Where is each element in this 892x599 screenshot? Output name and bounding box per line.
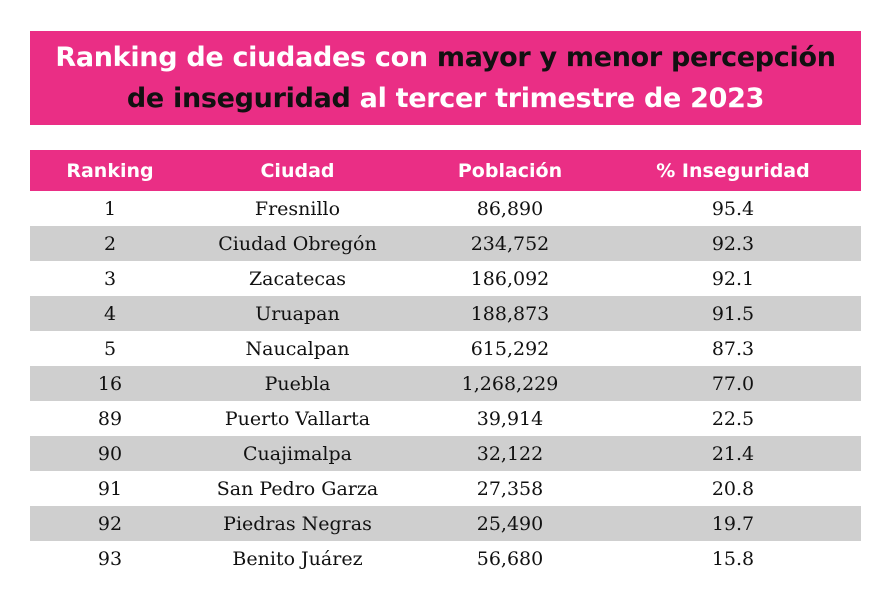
cell-ranking: 2 xyxy=(103,232,117,255)
table-body: 1 Fresnillo 86,890 95.4 2 Ciudad Obregón 234,7… xyxy=(30,191,861,576)
cell-poblacion: 86,890 xyxy=(476,197,544,220)
cell-inseguridad: 20.8 xyxy=(711,477,755,500)
title-banner: Ranking de ciudades con mayor y menor pe… xyxy=(30,31,861,125)
table-row: 91 San Pedro Garza 27,358 20.8 xyxy=(30,471,861,506)
cell-ciudad: Ciudad Obregón xyxy=(218,232,377,255)
cell-ciudad: Puebla xyxy=(264,372,331,395)
cell-ciudad: Piedras Negras xyxy=(223,512,372,535)
title-text: Ranking de ciudades con xyxy=(55,42,437,73)
table-row: 1 Fresnillo 86,890 95.4 xyxy=(30,191,861,226)
table-row: 2 Ciudad Obregón 234,752 92.3 xyxy=(30,226,861,261)
table-row: 5 Naucalpan 615,292 87.3 xyxy=(30,331,861,366)
cell-ciudad: Cuajimalpa xyxy=(243,442,352,465)
cell-ranking: 4 xyxy=(103,302,117,325)
cell-inseguridad: 19.7 xyxy=(711,512,755,535)
cell-poblacion: 25,490 xyxy=(476,512,544,535)
cell-ciudad: Naucalpan xyxy=(245,337,350,360)
title-highlight: mayor y menor percepción xyxy=(436,42,836,73)
cell-inseguridad: 22.5 xyxy=(711,407,755,430)
cell-inseguridad: 95.4 xyxy=(711,197,755,220)
table-row: 92 Piedras Negras 25,490 19.7 xyxy=(30,506,861,541)
cell-inseguridad: 15.8 xyxy=(711,547,755,570)
cell-poblacion: 1,268,229 xyxy=(461,372,559,395)
cell-inseguridad: 92.1 xyxy=(711,267,755,290)
cell-ciudad: Zacatecas xyxy=(248,267,347,290)
title-line-2: de inseguridad al tercer trimestre de 20… xyxy=(126,78,765,119)
table-header: Ranking Ciudad Población % Inseguridad xyxy=(30,150,861,191)
column-header-ranking: Ranking xyxy=(66,159,154,182)
cell-inseguridad: 91.5 xyxy=(711,302,755,325)
cell-poblacion: 27,358 xyxy=(476,477,544,500)
cell-ranking: 3 xyxy=(103,267,117,290)
cell-poblacion: 186,092 xyxy=(470,267,550,290)
cell-ranking: 89 xyxy=(97,407,123,430)
cell-poblacion: 39,914 xyxy=(476,407,544,430)
cell-poblacion: 615,292 xyxy=(470,337,550,360)
table-row: 90 Cuajimalpa 32,122 21.4 xyxy=(30,436,861,471)
ranking-table: Ranking Ciudad Población % Inseguridad 1… xyxy=(30,150,861,576)
cell-poblacion: 188,873 xyxy=(470,302,550,325)
table-row: 3 Zacatecas 186,092 92.1 xyxy=(30,261,861,296)
table-row: 4 Uruapan 188,873 91.5 xyxy=(30,296,861,331)
cell-poblacion: 32,122 xyxy=(476,442,544,465)
cell-ciudad: Puerto Vallarta xyxy=(224,407,371,430)
cell-inseguridad: 87.3 xyxy=(711,337,755,360)
table-row: 89 Puerto Vallarta 39,914 22.5 xyxy=(30,401,861,436)
table-row: 16 Puebla 1,268,229 77.0 xyxy=(30,366,861,401)
cell-ranking: 16 xyxy=(97,372,123,395)
title-text: al tercer trimestre de 2023 xyxy=(350,83,765,114)
cell-ciudad: Fresnillo xyxy=(254,197,341,220)
cell-ranking: 91 xyxy=(97,477,123,500)
cell-ciudad: Benito Juárez xyxy=(232,547,363,570)
cell-ciudad: Uruapan xyxy=(255,302,340,325)
cell-ranking: 92 xyxy=(97,512,123,535)
cell-ranking: 5 xyxy=(103,337,117,360)
cell-ciudad: San Pedro Garza xyxy=(216,477,379,500)
cell-poblacion: 56,680 xyxy=(476,547,544,570)
title-line-1: Ranking de ciudades con mayor y menor pe… xyxy=(55,37,836,78)
cell-inseguridad: 21.4 xyxy=(711,442,755,465)
cell-ranking: 93 xyxy=(97,547,123,570)
cell-inseguridad: 92.3 xyxy=(711,232,755,255)
table-row: 93 Benito Juárez 56,680 15.8 xyxy=(30,541,861,576)
cell-ranking: 1 xyxy=(103,197,117,220)
column-header-poblacion: Población xyxy=(457,159,563,182)
cell-inseguridad: 77.0 xyxy=(711,372,755,395)
title-highlight: de inseguridad xyxy=(126,83,351,114)
cell-poblacion: 234,752 xyxy=(470,232,550,255)
column-header-inseguridad: % Inseguridad xyxy=(656,159,810,182)
column-header-ciudad: Ciudad xyxy=(260,159,335,182)
cell-ranking: 90 xyxy=(97,442,123,465)
